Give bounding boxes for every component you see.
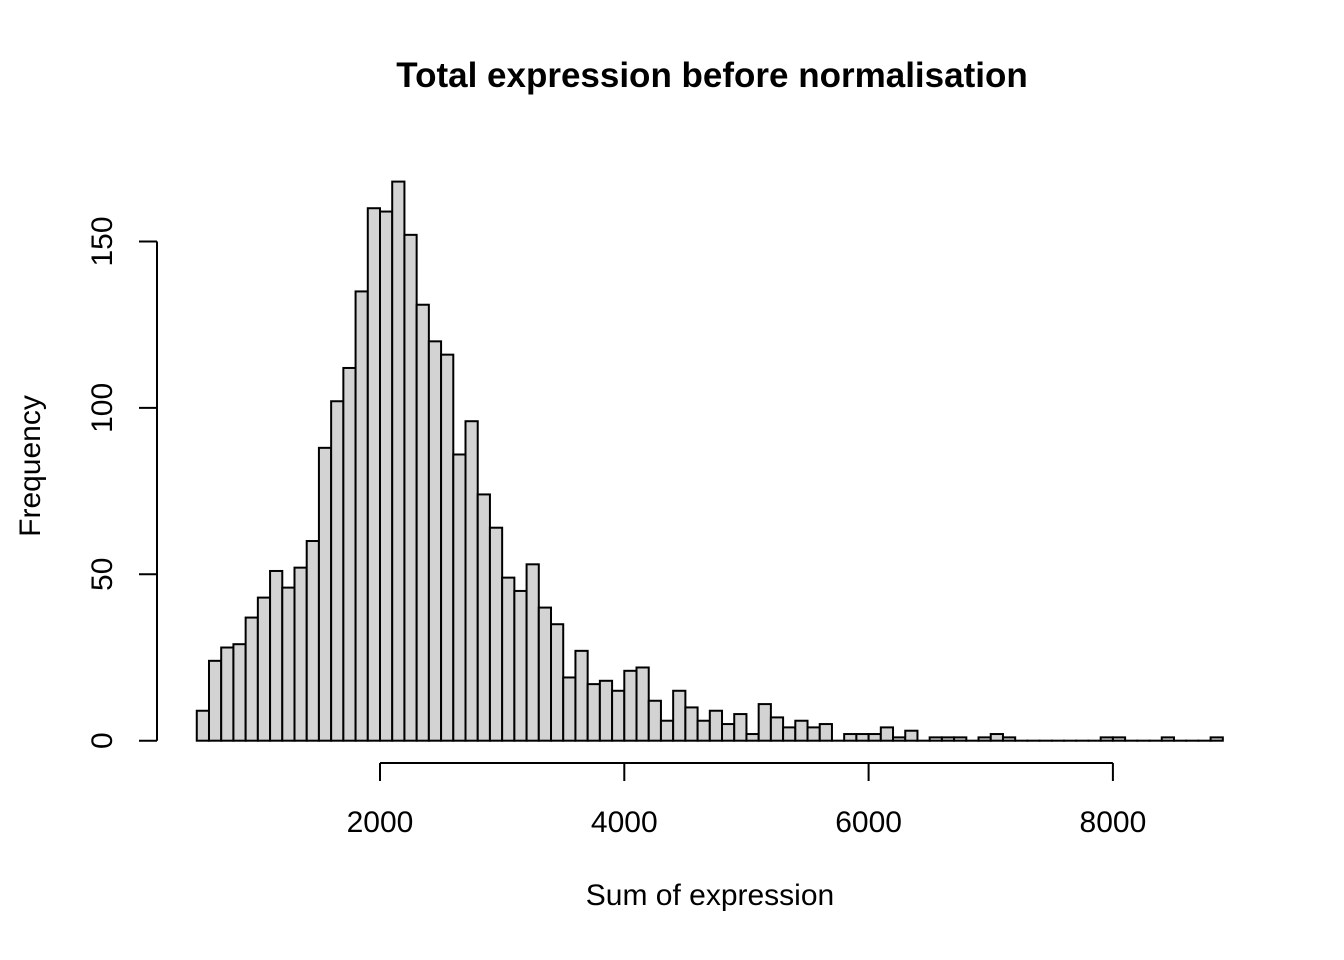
- histogram-bar: [488, 526, 504, 742]
- histogram-bar: [256, 596, 272, 742]
- histogram-bar: [989, 733, 1004, 742]
- histogram-bar: [379, 210, 394, 742]
- histogram-bar: [684, 706, 699, 742]
- histogram-bar: [281, 586, 296, 742]
- y-tick-label: 150: [86, 216, 119, 266]
- histogram-bar: [220, 646, 235, 742]
- histogram-bar: [867, 733, 882, 742]
- histogram-bar: [1111, 736, 1127, 742]
- histogram-bar: [708, 709, 724, 742]
- histogram-bar: [598, 679, 614, 742]
- histogram-bar: [818, 723, 833, 742]
- histogram-bar: [464, 420, 479, 742]
- histogram-bar: [892, 736, 907, 742]
- x-tick-label: 4000: [591, 806, 658, 839]
- histogram-bar: [366, 207, 382, 742]
- histogram-bar: [904, 729, 919, 742]
- histogram-bar: [611, 689, 626, 742]
- histogram-bar: [293, 566, 308, 742]
- histogram-bar: [721, 723, 736, 742]
- histogram-bar: [806, 726, 821, 742]
- y-tick-label: 50: [86, 558, 119, 591]
- histogram-bar: [659, 719, 675, 742]
- histogram-bar: [696, 719, 711, 742]
- histogram-bar: [305, 540, 320, 742]
- histogram-bar: [855, 733, 870, 742]
- histogram-bar: [586, 683, 601, 742]
- histogram-bar: [537, 606, 553, 742]
- histogram-bar: [476, 493, 491, 742]
- histogram-bar: [757, 703, 772, 742]
- histogram-bar: [342, 366, 357, 742]
- histogram-bar: [562, 676, 577, 742]
- y-tick-label: 0: [86, 732, 119, 749]
- histogram-bar: [525, 563, 540, 742]
- x-tick-label: 6000: [835, 806, 902, 839]
- x-tick-label: 2000: [347, 806, 414, 839]
- histogram-bar: [391, 180, 406, 742]
- histogram-bar: [513, 589, 528, 742]
- histogram-bar: [769, 716, 785, 742]
- histogram-bar: [733, 713, 748, 742]
- histogram-bar: [928, 736, 943, 742]
- histogram-bar: [415, 303, 430, 742]
- histogram-bar: [1001, 736, 1017, 742]
- axes: 0 50 100 150 2000 4000 6000 8000: [86, 216, 1146, 839]
- histogram-bar: [550, 623, 565, 742]
- histogram-bar: [244, 616, 259, 742]
- histogram-bar: [317, 446, 333, 742]
- y-tick-label: 100: [86, 383, 119, 433]
- x-tick-label: 8000: [1080, 806, 1147, 839]
- histogram-bar: [1160, 736, 1175, 742]
- histogram-bar: [427, 340, 443, 742]
- histogram-bar: [672, 689, 687, 742]
- y-axis-label: Frequency: [14, 395, 47, 537]
- histogram-bar: [403, 233, 418, 742]
- histogram-bar: [843, 733, 858, 742]
- histogram-bar: [647, 699, 662, 742]
- histogram-bar: [977, 736, 992, 742]
- x-axis-label: Sum of expression: [586, 879, 834, 912]
- histogram-bar: [1209, 736, 1224, 742]
- histogram-bar: [953, 736, 968, 742]
- histogram-bar: [440, 353, 455, 742]
- histogram-bar: [195, 709, 210, 742]
- histogram-bar: [745, 733, 760, 742]
- histogram-bar: [623, 669, 638, 742]
- histogram-bar: [940, 736, 956, 742]
- histogram-bar: [330, 400, 345, 742]
- histogram-bar: [452, 453, 467, 742]
- histogram-bar: [269, 569, 284, 742]
- histogram-bar: [574, 649, 589, 742]
- histogram-bar: [879, 726, 895, 742]
- histogram-bar: [782, 726, 797, 742]
- histogram-bar: [501, 576, 516, 742]
- histogram-bar: [794, 719, 809, 742]
- histogram-bar: [635, 666, 650, 742]
- chart-title: Total expression before normalisation: [396, 56, 1027, 95]
- histogram-bar: [1099, 736, 1114, 742]
- histogram-bar: [354, 290, 369, 742]
- histogram-bar: [207, 659, 223, 742]
- histogram-bar: [232, 643, 247, 742]
- histogram-bars: [195, 180, 1224, 742]
